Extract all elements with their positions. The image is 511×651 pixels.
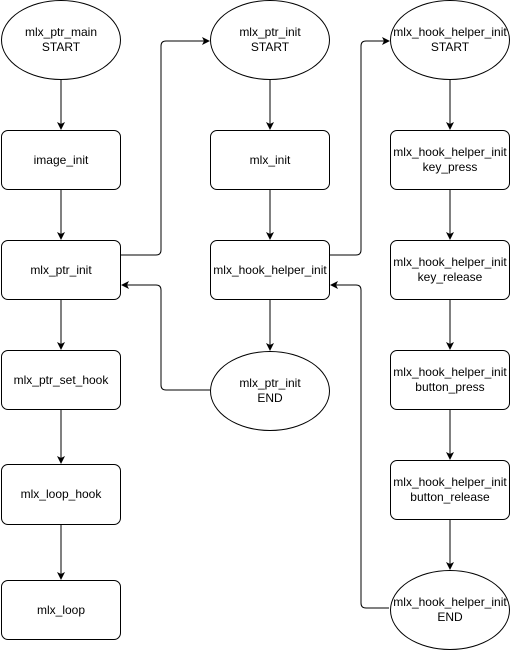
node-mlx-ptr-init-call: mlx_ptr_init xyxy=(1,240,121,300)
node-mlx-ptr-init-start: mlx_ptr_init START xyxy=(210,0,330,80)
node-label: mlx_hook_helper_init xyxy=(393,145,507,159)
node-mlx-hook-helper-init-end: mlx_hook_helper_init END xyxy=(390,570,510,650)
node-label: mlx_init xyxy=(249,152,291,167)
node-button-release: mlx_hook_helper_init button_release xyxy=(390,460,510,520)
node-mlx-ptr-set-hook: mlx_ptr_set_hook xyxy=(1,350,121,410)
edge-helper-end-return xyxy=(330,281,389,609)
node-label: mlx_ptr_init xyxy=(30,262,92,277)
node-label-sub: END xyxy=(257,391,283,405)
node-mlx-loop: mlx_loop xyxy=(1,580,121,640)
node-label-sub: END xyxy=(437,610,463,624)
edge-helper-call-to-helper-start xyxy=(330,37,390,256)
node-label: mlx_loop xyxy=(36,602,86,617)
node-key-release: mlx_hook_helper_init key_release xyxy=(390,240,510,300)
node-label: mlx_hook_helper_init xyxy=(393,595,507,609)
node-button-press: mlx_hook_helper_init button_press xyxy=(390,350,510,410)
node-label: image_init xyxy=(33,152,89,167)
node-label: mlx_hook_helper_init xyxy=(393,25,507,39)
node-label-sub: key_press xyxy=(422,160,478,174)
node-label: mlx_ptr_main xyxy=(24,25,98,39)
node-label: mlx_ptr_set_hook xyxy=(13,372,109,387)
node-key-press: mlx_hook_helper_init key_press xyxy=(390,130,510,190)
node-label: mlx_hook_helper_init xyxy=(213,262,327,277)
node-label-sub: key_release xyxy=(417,270,483,284)
node-label-sub: START xyxy=(250,40,290,54)
node-label: mlx_hook_helper_init xyxy=(393,255,507,269)
node-mlx-hook-helper-init-call: mlx_hook_helper_init xyxy=(210,240,330,300)
node-image-init: image_init xyxy=(1,130,121,190)
node-mlx-ptr-main-start: mlx_ptr_main START xyxy=(1,0,121,80)
node-label: mlx_ptr_init xyxy=(239,25,301,39)
node-label-sub: button_release xyxy=(410,490,490,504)
node-mlx-loop-hook: mlx_loop_hook xyxy=(1,464,121,525)
node-mlx-hook-helper-init-start: mlx_hook_helper_init START xyxy=(390,0,510,80)
node-label-sub: START xyxy=(41,40,81,54)
node-mlx-init: mlx_init xyxy=(210,130,330,190)
node-label-sub: button_press xyxy=(415,380,485,394)
edge-ptr-init-call-to-start xyxy=(121,37,210,256)
node-mlx-ptr-init-end: mlx_ptr_init END xyxy=(210,351,330,431)
node-label: mlx_ptr_init xyxy=(239,376,301,390)
node-label: mlx_loop_hook xyxy=(20,487,102,501)
node-label: mlx_hook_helper_init xyxy=(393,475,507,489)
node-label-sub: START xyxy=(430,40,470,54)
node-label: mlx_hook_helper_init xyxy=(393,365,507,379)
edge-ptr-init-end-return xyxy=(121,281,210,391)
